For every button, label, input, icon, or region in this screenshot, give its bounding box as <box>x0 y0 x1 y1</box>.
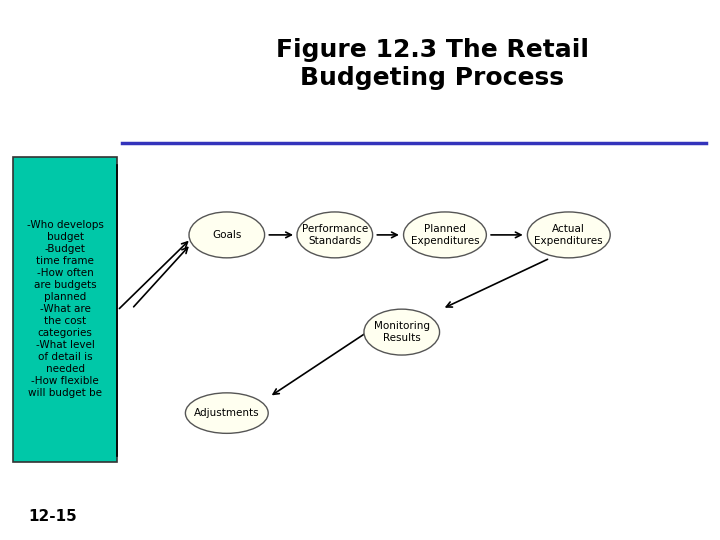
Text: Planned
Expenditures: Planned Expenditures <box>410 224 480 246</box>
Text: Actual
Expenditures: Actual Expenditures <box>534 224 603 246</box>
Text: -Who develops
budget
-Budget
time frame
-How often
are budgets
planned
-What are: -Who develops budget -Budget time frame … <box>27 220 104 398</box>
Text: 12-15: 12-15 <box>29 509 78 524</box>
Text: Performance
Standards: Performance Standards <box>302 224 368 246</box>
Text: Adjustments: Adjustments <box>194 408 260 418</box>
Ellipse shape <box>185 393 268 433</box>
Text: Monitoring
Results: Monitoring Results <box>374 321 430 343</box>
Ellipse shape <box>297 212 373 258</box>
Ellipse shape <box>528 212 611 258</box>
FancyBboxPatch shape <box>13 157 117 462</box>
Ellipse shape <box>364 309 440 355</box>
Text: Goals: Goals <box>212 230 241 240</box>
Ellipse shape <box>189 212 265 258</box>
Ellipse shape <box>403 212 487 258</box>
Text: Figure 12.3 The Retail
Budgeting Process: Figure 12.3 The Retail Budgeting Process <box>276 38 588 90</box>
